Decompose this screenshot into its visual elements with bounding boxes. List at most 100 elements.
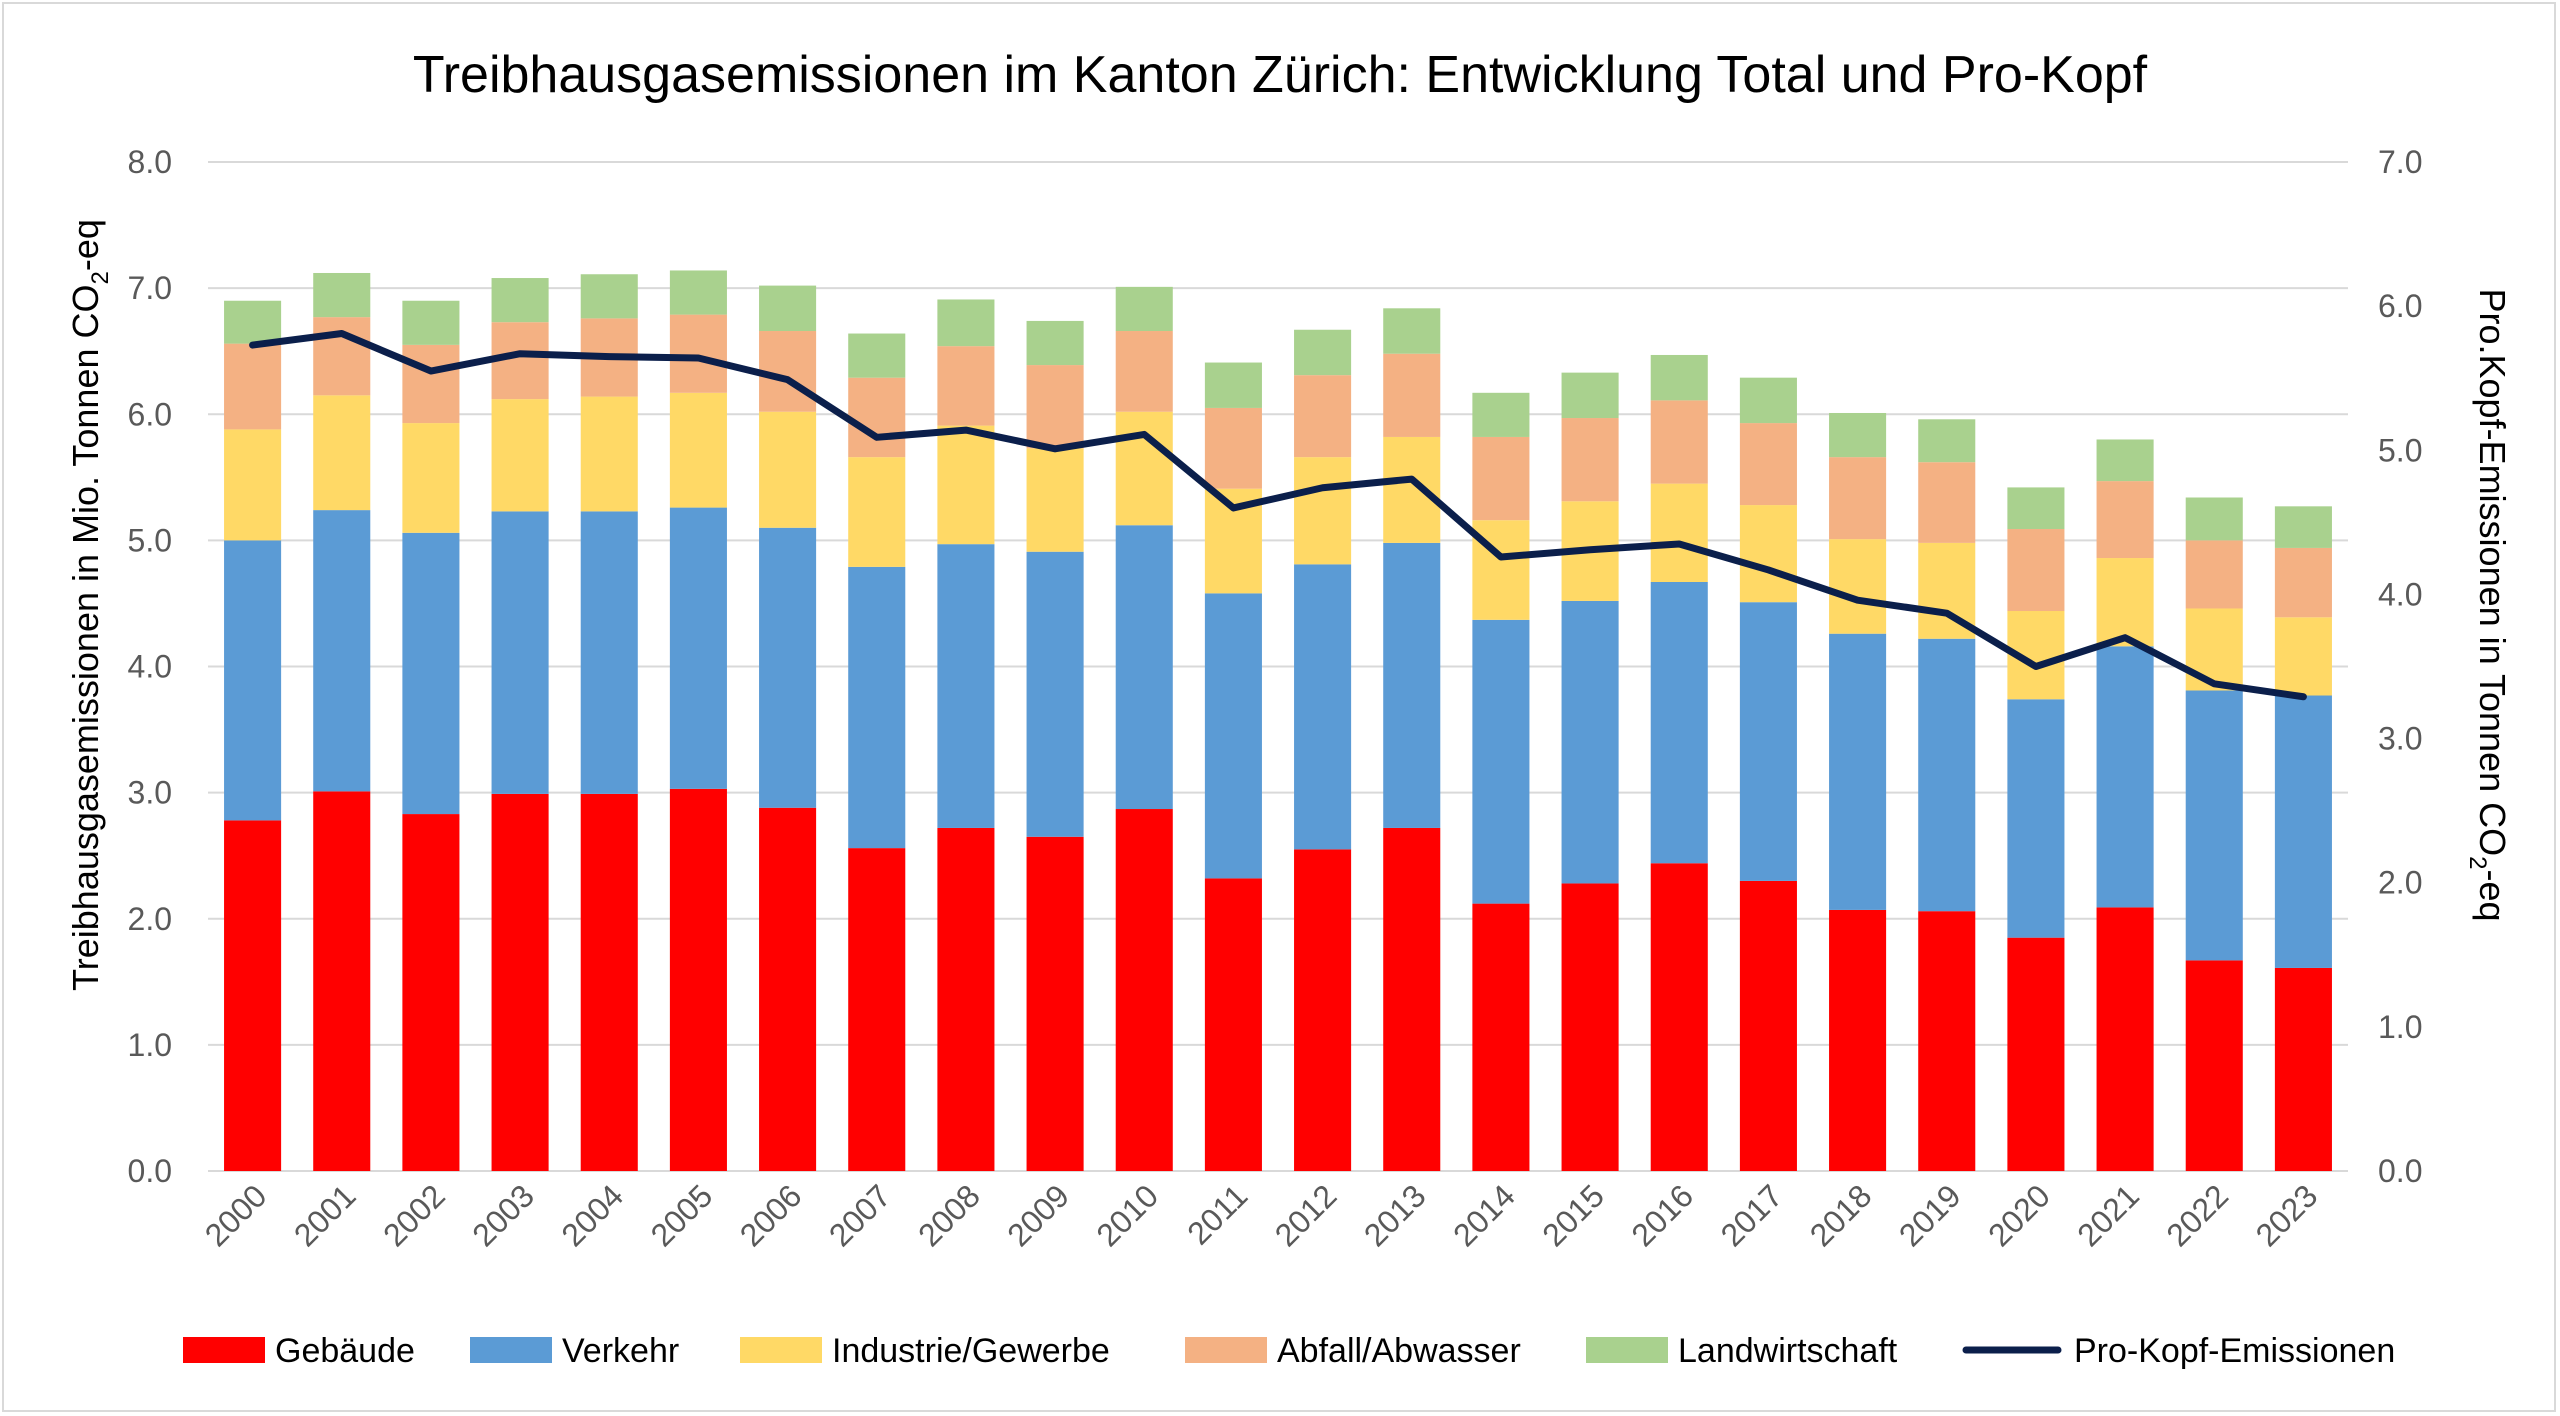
- bar-segment: [759, 807, 817, 1171]
- bar-segment: [491, 793, 549, 1171]
- legend-label: Gebäude: [275, 1332, 415, 1370]
- x-tick-label: 2013: [1357, 1177, 1433, 1253]
- x-tick-label: 2003: [465, 1177, 541, 1253]
- left-tick-label: 0.0: [128, 1153, 172, 1189]
- bar-segment: [1561, 372, 1619, 419]
- legend-label: Abfall/Abwasser: [1277, 1332, 1521, 1370]
- x-tick-label: 2002: [376, 1177, 452, 1253]
- bar-segment: [1204, 593, 1262, 879]
- x-tick-label: 2007: [822, 1177, 898, 1253]
- legend-label: Landwirtschaft: [1678, 1332, 1898, 1370]
- bar-segment: [1294, 457, 1352, 565]
- bar-segment: [937, 346, 995, 426]
- bar-segment: [580, 511, 638, 794]
- bar-segment: [1561, 600, 1619, 884]
- bar-segment: [580, 396, 638, 512]
- x-tick-label: 2023: [2249, 1177, 2325, 1253]
- bar-segment: [1829, 539, 1887, 634]
- x-tick-label: 2014: [1446, 1177, 1522, 1253]
- bar-segment: [1026, 320, 1084, 366]
- bar-segment: [759, 285, 817, 332]
- right-tick-label: 2.0: [2378, 865, 2422, 901]
- bar-segment: [580, 793, 638, 1171]
- bar-segment: [1383, 353, 1441, 437]
- x-tick-label: 2005: [644, 1177, 720, 1253]
- bar-segment: [313, 510, 371, 792]
- bar-segment: [759, 411, 817, 528]
- bar-segment: [224, 343, 282, 430]
- right-tick-label: 4.0: [2378, 576, 2422, 612]
- bar-segment: [2185, 608, 2243, 691]
- left-tick-label: 2.0: [128, 901, 172, 937]
- bar-segment: [2274, 617, 2332, 696]
- bar-segment: [1294, 375, 1352, 458]
- bar-segment: [1383, 827, 1441, 1171]
- bar-segment: [491, 278, 549, 323]
- bar-segment: [2096, 439, 2154, 482]
- bar-segment: [402, 344, 460, 424]
- x-tick-label: 2011: [1180, 1177, 1254, 1251]
- bar-segment: [2007, 699, 2065, 938]
- bar-segment: [491, 399, 549, 512]
- bar-segment: [669, 392, 727, 508]
- x-tick-label: 2006: [733, 1177, 809, 1253]
- bar-segment: [1026, 836, 1084, 1171]
- bar-segment: [1472, 903, 1530, 1171]
- x-tick-label: 2019: [1892, 1177, 1968, 1253]
- x-tick-label: 2001: [287, 1177, 363, 1253]
- legend-swatch: [1185, 1337, 1267, 1363]
- bar-segment: [2185, 540, 2243, 609]
- bar-segment: [1026, 365, 1084, 449]
- left-tick-label: 6.0: [128, 396, 172, 432]
- x-tick-label: 2008: [911, 1177, 987, 1253]
- bar-segment: [1918, 911, 1976, 1171]
- legend-swatch: [470, 1337, 552, 1363]
- bar-segment: [1650, 400, 1708, 484]
- x-tick-label: 2009: [1000, 1177, 1076, 1253]
- bar-segment: [1472, 619, 1530, 904]
- x-tick-label: 2022: [2159, 1177, 2235, 1253]
- left-tick-label: 7.0: [128, 270, 172, 306]
- bar-segment: [1918, 419, 1976, 463]
- right-tick-label: 1.0: [2378, 1009, 2422, 1045]
- bar-segment: [937, 827, 995, 1171]
- bar-segment: [1294, 329, 1352, 376]
- x-tick-label: 2015: [1535, 1177, 1611, 1253]
- bar-segment: [1561, 418, 1619, 502]
- bar-segment: [669, 788, 727, 1171]
- bar-segment: [313, 791, 371, 1171]
- x-tick-label: 2004: [554, 1177, 630, 1253]
- bar-segment: [1204, 878, 1262, 1171]
- left-tick-label: 8.0: [128, 144, 172, 180]
- left-tick-label: 4.0: [128, 649, 172, 685]
- bar-segment: [1650, 354, 1708, 401]
- bar-segment: [313, 317, 371, 396]
- x-tick-label: 2017: [1714, 1177, 1790, 1253]
- bar-segment: [1829, 633, 1887, 910]
- right-tick-label: 6.0: [2378, 288, 2422, 324]
- bar-segment: [2007, 937, 2065, 1171]
- per-capita-line: [249, 330, 2307, 701]
- bar-segment: [848, 457, 906, 567]
- bar-segment: [759, 331, 817, 412]
- bar-segment: [2096, 558, 2154, 647]
- bar-segment: [848, 848, 906, 1171]
- bar-segment: [1739, 377, 1797, 424]
- bar-segment: [491, 511, 549, 794]
- bar-segment: [224, 429, 282, 541]
- bar-segment: [2096, 481, 2154, 559]
- bar-segment: [1829, 457, 1887, 540]
- x-tick-label: 2012: [1268, 1177, 1344, 1253]
- bar-segment: [1115, 411, 1173, 526]
- bar-segment: [1294, 564, 1352, 850]
- bar-segment: [848, 566, 906, 849]
- bar-segment: [402, 532, 460, 815]
- right-tick-label: 5.0: [2378, 432, 2422, 468]
- left-tick-label: 3.0: [128, 775, 172, 811]
- right-tick-label: 0.0: [2378, 1153, 2422, 1189]
- left-axis-label: Treibhausgasemissionen in Mio. Tonnen CO…: [65, 219, 114, 991]
- legend-label: Pro-Kopf-Emissionen: [2074, 1332, 2395, 1370]
- bar-segment: [1829, 412, 1887, 458]
- bar-segment: [1115, 331, 1173, 412]
